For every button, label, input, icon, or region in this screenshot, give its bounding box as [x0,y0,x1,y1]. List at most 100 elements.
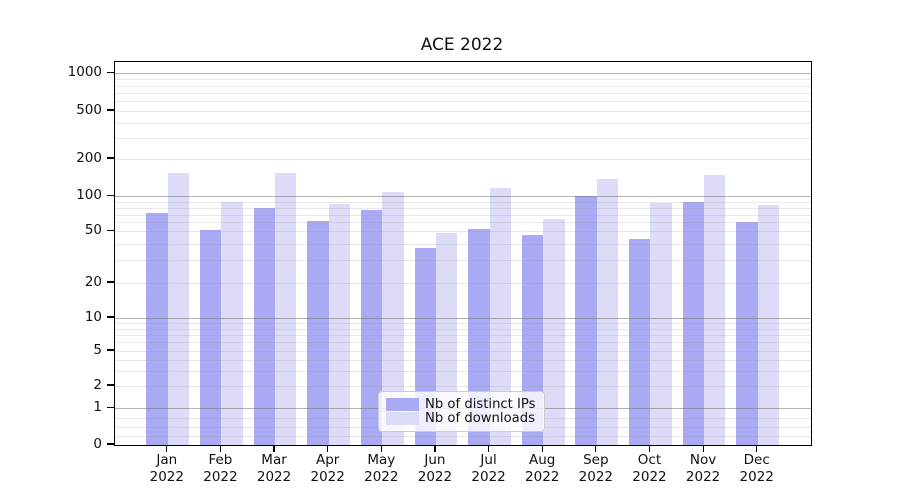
y-tick-label: 2 [93,376,102,393]
x-tick-label: Dec 2022 [739,452,774,485]
bar-distinct-ips [253,207,276,445]
x-tick-label: Feb 2022 [203,452,238,485]
gridline-minor [114,328,811,330]
gridline-minor [114,385,811,387]
x-tick-label: Aug 2022 [525,452,560,485]
bar-downloads [704,174,726,445]
y-tick-label: 0 [93,435,102,452]
bar-downloads [221,202,243,445]
bar-downloads [489,188,511,445]
y-tick-label: 200 [76,149,102,166]
y-tick-mark [106,349,114,351]
gridline-minor [114,79,811,81]
y-tick-label: 20 [84,273,102,290]
bar-downloads [543,219,565,445]
x-tick-mark [434,445,436,453]
x-tick-label: Jun 2022 [417,452,453,485]
gridline-minor [114,359,811,361]
y-tick-label: 500 [76,101,102,118]
gridline-major [114,73,811,75]
bar-distinct-ips [736,222,758,445]
y-tick-label: 1 [93,399,102,415]
bar-distinct-ips [146,213,168,445]
x-tick-mark [648,445,651,453]
gridline-minor [114,122,811,124]
y-tick-label: 10 [84,308,102,325]
bar-downloads [275,172,297,445]
x-tick-label: Mar 2022 [256,452,292,485]
y-tick-mark [106,384,114,386]
bar-distinct-ips [360,210,383,445]
x-tick-mark [702,445,704,453]
legend-swatch-downloads [386,412,419,425]
gridline-minor [114,323,811,324]
gridline-minor [114,334,811,336]
y-tick-label: 100 [76,187,102,203]
y-tick-mark [106,194,114,197]
y-tick-mark [106,281,114,283]
gridline-minor [114,222,811,224]
x-tick-mark [327,445,329,453]
legend-label-downloads: Nb of downloads [425,411,535,426]
x-tick-label: Apr 2022 [310,452,345,485]
legend-item-downloads: Nb of downloads [386,412,536,425]
gridline-minor [114,201,811,203]
gridline-minor [114,85,811,87]
gridline-minor [114,231,811,233]
y-tick-mark [106,316,114,318]
gridline-minor [114,110,811,112]
bar-distinct-ips [200,229,222,445]
gridline-minor [114,214,811,216]
legend-item-distinct-ips: Nb of distinct IPs [386,398,536,411]
x-tick-label: Nov 2022 [685,452,721,485]
x-tick-label: Sep 2022 [578,452,613,485]
gridline-major [114,196,811,198]
bar-downloads [596,178,619,445]
bar-downloads [328,203,351,445]
x-tick-mark [541,445,543,453]
legend-label-distinct-ips: Nb of distinct IPs [425,397,536,412]
y-tick-mark [106,229,114,232]
x-tick-mark [595,445,597,453]
gridline-minor [114,207,811,209]
y-tick-mark [106,443,114,445]
y-tick-mark [106,71,114,74]
gridline-minor [114,435,811,437]
gridline-minor [114,370,811,372]
y-tick-mark [106,109,114,111]
bar-downloads [650,202,672,445]
y-tick-mark [106,157,114,159]
gridline-minor [114,101,811,103]
chart-title: ACE 2022 [420,35,504,55]
y-tick-label: 1000 [67,64,102,80]
y-tick-label: 5 [93,341,102,358]
x-tick-mark [166,445,168,453]
x-tick-label: Jan 2022 [149,452,184,485]
bar-downloads [757,204,780,445]
x-tick-mark [380,445,382,453]
gridline-minor [114,350,811,352]
x-tick-label: May 2022 [364,452,399,485]
bar-distinct-ips [575,196,597,445]
x-tick-mark [756,445,758,453]
gridline-minor [114,244,811,246]
gridline-major [114,317,811,319]
y-tick-mark [106,406,114,409]
gridline-minor [114,260,811,262]
x-tick-label: Jul 2022 [471,452,506,485]
legend-swatch-distinct-ips [386,398,419,411]
x-tick-mark [219,445,222,453]
legend: Nb of distinct IPs Nb of downloads [378,391,545,432]
x-tick-label: Oct 2022 [632,452,667,485]
bar-distinct-ips [629,238,651,445]
bar-distinct-ips [307,221,329,445]
x-tick-mark [273,445,275,453]
y-tick-label: 50 [84,222,102,238]
bar-distinct-ips [682,201,705,445]
bar-distinct-ips [468,228,490,445]
gridline-minor [114,137,811,139]
gridline-minor [114,342,811,344]
bar-downloads [167,172,190,445]
gridline-minor [114,92,811,94]
